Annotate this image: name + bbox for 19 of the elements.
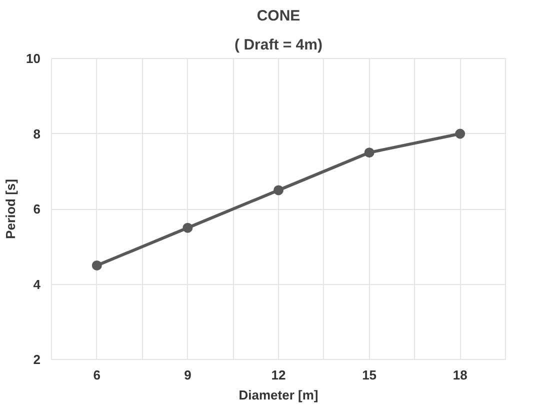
point xyxy=(182,222,193,233)
chart-subtitle: ( Draft = 4m) xyxy=(234,36,322,54)
x-tick-label: 9 xyxy=(184,368,192,382)
point xyxy=(92,260,102,270)
x-tick-label: 15 xyxy=(362,368,377,382)
x-tick-label: 18 xyxy=(452,368,468,382)
y-tick-label: 8 xyxy=(33,126,41,142)
point xyxy=(364,148,374,158)
x-axis-title: Diameter [m] xyxy=(238,388,318,402)
y-axis-title: Period [s] xyxy=(3,179,18,239)
y-tick-label: 4 xyxy=(33,276,42,292)
y-tick-label: 10 xyxy=(26,51,41,66)
x-tick-label: 12 xyxy=(271,368,286,382)
point xyxy=(455,128,466,139)
y-tick-label: 2 xyxy=(33,352,41,367)
x-tick-label: 6 xyxy=(93,368,101,382)
chart-title: CONE xyxy=(256,8,300,24)
y-tick-label: 6 xyxy=(33,202,41,216)
point xyxy=(274,185,284,196)
